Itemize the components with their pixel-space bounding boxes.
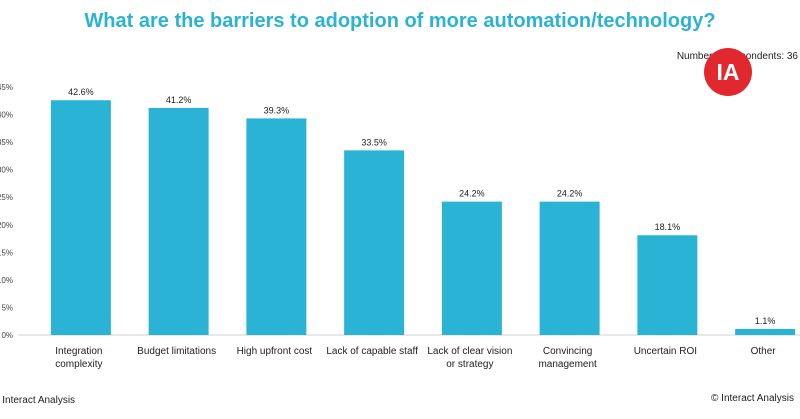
bar bbox=[148, 107, 209, 335]
y-tick-label: 30% bbox=[0, 166, 13, 175]
data-label: 1.1% bbox=[755, 316, 776, 326]
category-label: complexity bbox=[55, 359, 102, 370]
interact-analysis-logo: IA bbox=[704, 48, 752, 96]
category-label: management bbox=[538, 359, 597, 370]
y-tick-label: 10% bbox=[0, 276, 13, 285]
data-label: 33.5% bbox=[361, 137, 387, 147]
bar bbox=[637, 235, 698, 335]
category-label: Budget limitations bbox=[137, 346, 216, 357]
category-label: High upfront cost bbox=[237, 346, 313, 357]
bar bbox=[539, 201, 600, 335]
y-tick-label: 25% bbox=[0, 193, 13, 202]
y-tick-label: 45% bbox=[0, 83, 13, 92]
category-label: Integration bbox=[55, 346, 102, 357]
y-tick-label: 20% bbox=[0, 221, 13, 230]
bar bbox=[344, 150, 405, 335]
category-label: Other bbox=[751, 346, 777, 357]
logo-circle bbox=[704, 48, 752, 96]
data-label: 42.6% bbox=[68, 87, 94, 97]
category-label: Convincing bbox=[543, 346, 592, 357]
y-tick-label: 5% bbox=[1, 303, 13, 312]
category-label: Lack of clear vision bbox=[427, 346, 512, 357]
y-tick-label: 40% bbox=[0, 111, 13, 120]
bar bbox=[735, 328, 796, 335]
data-label: 41.2% bbox=[166, 95, 192, 105]
data-label: 39.3% bbox=[264, 105, 290, 115]
copyright-note: © Interact Analysis bbox=[711, 393, 794, 404]
data-label: 24.2% bbox=[459, 189, 485, 199]
y-tick-label: 15% bbox=[0, 248, 13, 257]
category-label: Uncertain ROI bbox=[634, 346, 697, 357]
source-text: Source: Interact Analysis bbox=[0, 395, 76, 406]
category-label: or strategy bbox=[446, 359, 493, 370]
source-note: Source: Interact Analysis bbox=[0, 395, 75, 406]
category-label: Lack of capable staff bbox=[326, 346, 418, 357]
y-tick-label: 0% bbox=[1, 331, 13, 340]
bar bbox=[246, 118, 307, 335]
bar bbox=[50, 100, 111, 335]
data-label: 24.2% bbox=[557, 189, 583, 199]
logo-text: IA bbox=[717, 59, 740, 85]
bar bbox=[441, 201, 502, 335]
data-label: 18.1% bbox=[655, 222, 681, 232]
chart-title: What are the barriers to adoption of mor… bbox=[84, 10, 716, 32]
y-tick-label: 35% bbox=[0, 138, 13, 147]
